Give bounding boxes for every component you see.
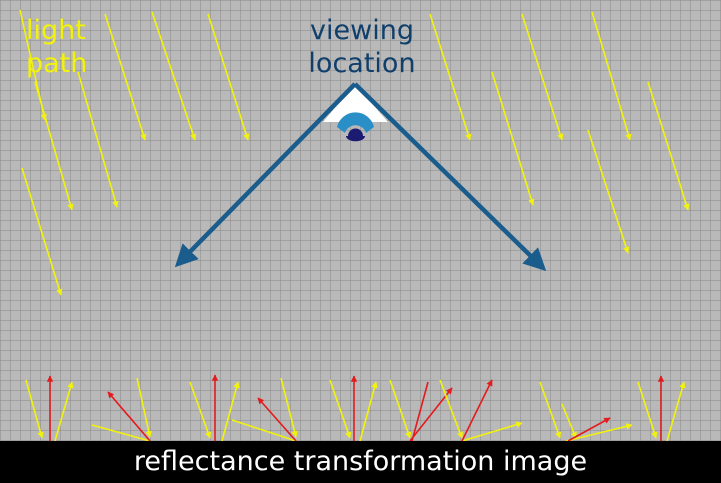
reflected-ray bbox=[568, 418, 610, 441]
light-ray bbox=[190, 382, 210, 438]
light-label-line1: light bbox=[26, 14, 87, 47]
reflection-cluster bbox=[190, 375, 238, 441]
viewing-label-line2: location bbox=[306, 47, 418, 80]
light-ray bbox=[281, 378, 296, 437]
caption-text: reflectance transformation image bbox=[0, 441, 721, 483]
eye-pupil-lower bbox=[346, 136, 365, 141]
light-ray bbox=[588, 130, 628, 253]
light-ray bbox=[390, 380, 410, 438]
reflection-cluster bbox=[638, 376, 684, 441]
light-path-label: light path bbox=[26, 14, 87, 80]
viewing-label-line1: viewing bbox=[306, 14, 418, 47]
light-ray bbox=[522, 14, 562, 140]
light-ray bbox=[430, 14, 470, 140]
light-ray bbox=[222, 382, 238, 441]
light-ray bbox=[330, 380, 350, 438]
light-ray bbox=[22, 168, 61, 295]
light-ray bbox=[540, 382, 560, 438]
viewing-location-label: viewing location bbox=[306, 14, 418, 80]
reflection-cluster bbox=[92, 378, 150, 441]
reflected-ray bbox=[462, 380, 492, 441]
reflection-cluster bbox=[440, 380, 522, 441]
light-ray bbox=[152, 12, 195, 140]
light-ray bbox=[35, 82, 72, 210]
light-ray bbox=[360, 382, 376, 441]
light-ray bbox=[638, 382, 656, 438]
reflection-cluster bbox=[330, 376, 376, 441]
light-ray bbox=[55, 382, 72, 441]
eye-pupil bbox=[348, 129, 363, 136]
light-ray bbox=[667, 382, 684, 441]
reflection-cluster bbox=[540, 382, 632, 441]
reflection-cluster bbox=[26, 376, 72, 441]
light-ray bbox=[462, 423, 522, 441]
light-ray bbox=[208, 14, 248, 140]
reflection-cluster bbox=[232, 378, 296, 441]
reflected-ray bbox=[108, 392, 150, 441]
light-label-line2: path bbox=[26, 47, 87, 80]
light-ray bbox=[562, 404, 576, 438]
view-arrow-left bbox=[178, 84, 355, 264]
reflected-ray bbox=[412, 382, 428, 441]
light-ray bbox=[105, 14, 145, 140]
light-ray bbox=[648, 82, 688, 210]
light-ray bbox=[592, 12, 630, 140]
caption-bar: reflectance transformation image bbox=[0, 441, 721, 483]
light-ray bbox=[78, 72, 117, 207]
view-arrow-right bbox=[355, 84, 543, 268]
light-ray bbox=[92, 425, 150, 441]
reflection-clusters bbox=[26, 375, 684, 441]
light-ray bbox=[492, 72, 533, 205]
light-ray bbox=[566, 425, 632, 441]
light-ray bbox=[26, 380, 42, 438]
viewing-location bbox=[178, 84, 543, 268]
